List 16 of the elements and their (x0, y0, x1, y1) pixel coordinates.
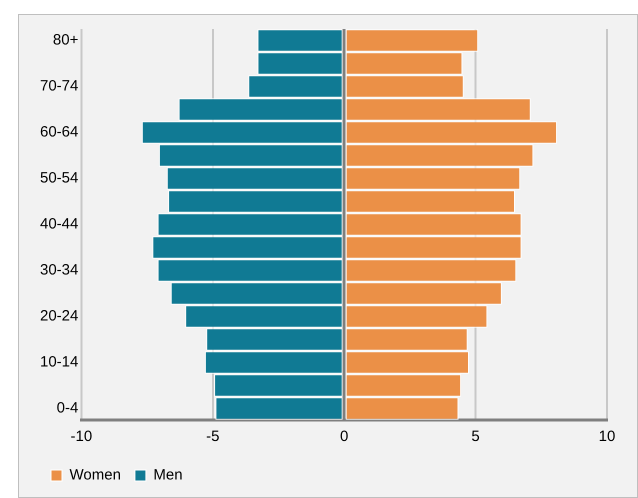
legend-label: Men (153, 466, 183, 484)
y-tick-label: 40-44 (40, 216, 78, 233)
y-tick-label: 60-64 (40, 124, 78, 141)
y-tick-label: 0-4 (56, 400, 78, 417)
x-tick-label: 0 (340, 428, 348, 446)
x-tick-label: 10 (598, 428, 616, 446)
x-tick-label: -10 (70, 428, 92, 446)
y-tick-label: 20-24 (40, 308, 78, 325)
y-tick-label: 50-54 (40, 170, 78, 187)
x-tick-label: -5 (206, 428, 220, 446)
y-tick-label: 30-34 (40, 262, 78, 279)
y-tick-label: 80+ (52, 32, 79, 49)
y-tick-label: 70-74 (40, 78, 78, 95)
y-tick-label: 10-14 (40, 354, 78, 371)
legend-label: Women (70, 466, 121, 484)
x-tick-label: 5 (471, 428, 480, 446)
